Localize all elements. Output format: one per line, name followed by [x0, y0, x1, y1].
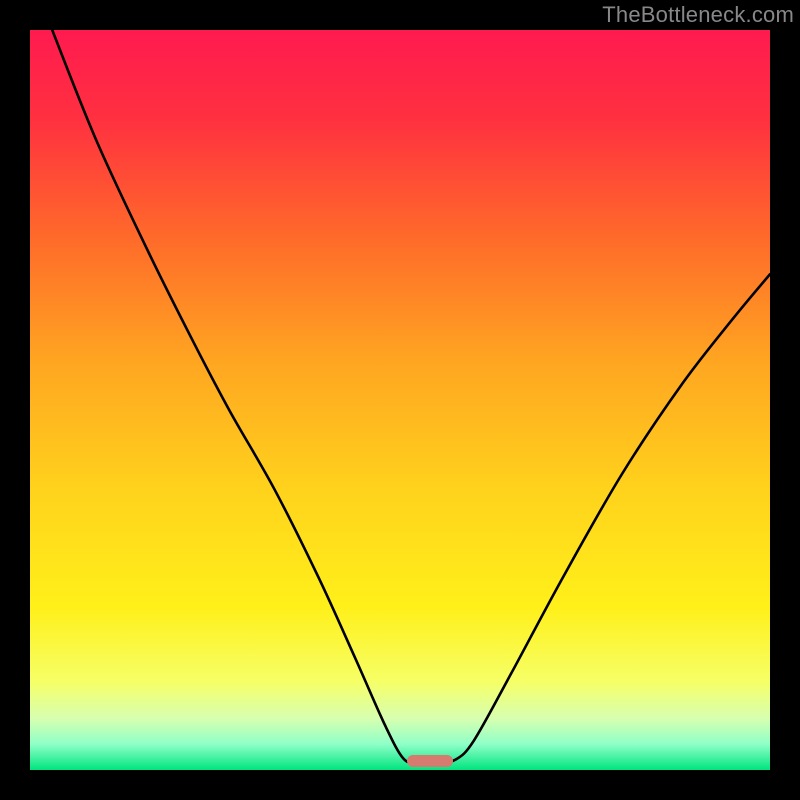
plot-area — [30, 30, 770, 770]
watermark-text: TheBottleneck.com — [602, 2, 794, 28]
chart-frame: TheBottleneck.com — [0, 0, 800, 800]
chart-svg — [30, 30, 770, 770]
optimum-marker — [407, 755, 453, 767]
gradient-background — [30, 30, 770, 770]
